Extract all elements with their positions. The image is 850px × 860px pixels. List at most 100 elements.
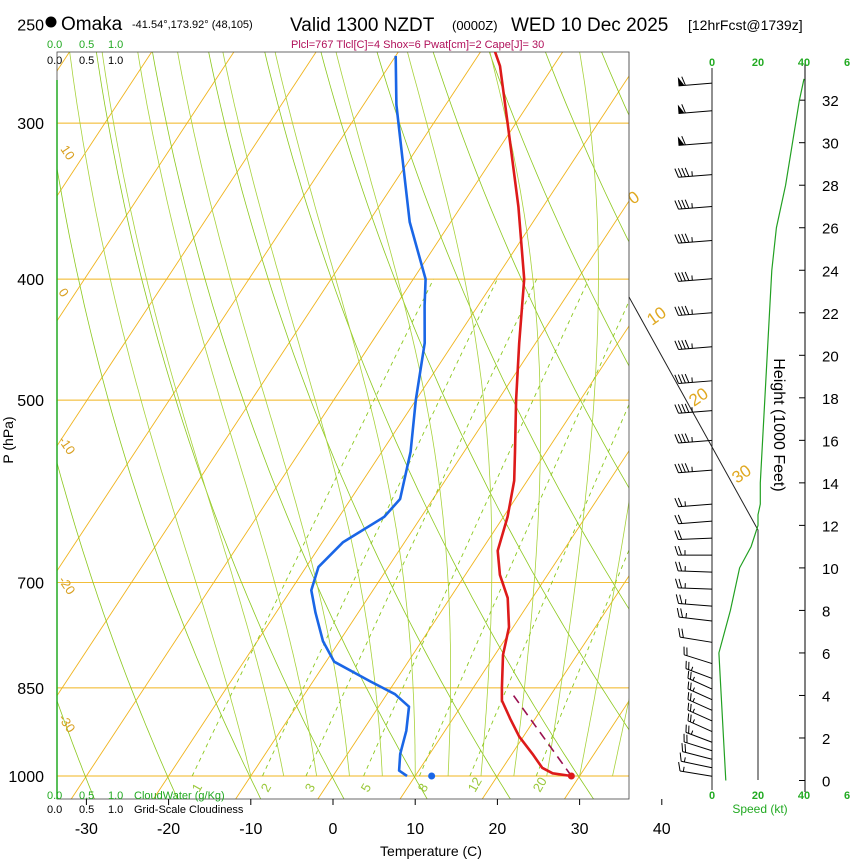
wind-barb-staff: [678, 174, 713, 178]
wind-barb-flag: [677, 272, 683, 282]
dry-adiabat-line: [320, 52, 629, 731]
wind-barb-flag: [675, 578, 679, 588]
wind-barb: [674, 233, 713, 244]
wind-barb-flag: [687, 702, 690, 711]
mixing-ratio-line: [191, 278, 434, 777]
wind-barb-staff: [678, 380, 713, 384]
wind-barb-flag: [681, 272, 686, 282]
mixing-ratio-label: 20: [530, 774, 550, 794]
wind-barb-staff: [687, 699, 713, 711]
station-coords: -41.54°,173.92° (48,105): [132, 19, 253, 31]
height-tick-label: 8: [822, 603, 830, 620]
wind-barb-flag: [681, 306, 686, 316]
wind-barb-half-flag: [692, 687, 695, 692]
wind-barb-flag: [681, 743, 684, 752]
moist-adiabat-line: [137, 52, 317, 777]
wind-barb-flag: [674, 340, 679, 350]
wind-barb: [674, 433, 713, 444]
wind-barb-flag: [684, 373, 690, 383]
wind-barb-flag: [678, 628, 681, 638]
moist-adiabat-line: [101, 52, 285, 777]
wind-barb-staff: [678, 205, 713, 210]
wind-barb-flag: [674, 530, 679, 540]
wind-barb-flag: [679, 594, 683, 604]
wind-barb: [679, 752, 713, 769]
wind-barb-flag: [674, 374, 679, 384]
wind-barb-flag: [676, 607, 680, 618]
wind-barb: [676, 607, 713, 622]
wind-barb-flag: [681, 135, 686, 146]
x-tick-label: 40: [653, 821, 671, 838]
isotherm-line: [235, 200, 629, 799]
wind-barb-flag: [674, 272, 679, 282]
height-tick-label: 4: [822, 688, 830, 705]
dry-adiabat-line: [376, 52, 629, 610]
wind-barb: [674, 497, 713, 508]
wind-barb-flag: [674, 306, 679, 316]
height-wind-panel: 0246810121416182022242628303200202040406…: [628, 52, 850, 802]
wind-barb-flag: [687, 713, 690, 721]
wind-barb-staff: [682, 751, 713, 760]
mixing-ratio-line: [262, 278, 498, 777]
cloud-tick-bottom: 0.5: [79, 804, 94, 816]
wind-barb-staff: [679, 770, 713, 777]
height-tick-label: 30: [822, 136, 839, 153]
wind-barb: [675, 594, 713, 607]
cloud-tick-green-top: 1.0: [108, 39, 123, 51]
cloud-tick-top: 1.0: [108, 55, 123, 67]
wind-barb-staff: [678, 346, 713, 350]
wind-barb-flag: [674, 168, 679, 178]
wind-barb-flag: [677, 497, 683, 507]
wind-barb-flag: [675, 594, 680, 604]
wind-barb-flag: [684, 167, 690, 177]
parcel-path-line: [511, 693, 573, 777]
isotherm-line: [317, 325, 629, 799]
moist-adiabat-line: [177, 52, 350, 777]
wind-barb-flag: [689, 703, 692, 712]
wind-barb-staff: [678, 603, 713, 607]
isotherm-line: [70, 52, 564, 799]
dry-adiabat-line: [264, 52, 595, 799]
wind-barb-flag: [681, 104, 686, 114]
wind-barb: [674, 339, 713, 350]
wind-barb-flag: [677, 200, 683, 210]
wind-barb: [678, 628, 713, 643]
cloud-tick-green-top: 0.5: [79, 39, 94, 51]
height-axis-title: Height (1000 Feet): [770, 358, 787, 491]
wind-barb-staff: [685, 668, 713, 679]
wind-barb-flag: [677, 433, 683, 443]
forecast-date: WED 10 Dec 2025: [511, 15, 668, 36]
dry-adiabat-line: [636, 2, 850, 802]
wind-barb-flag: [684, 305, 690, 315]
isotherm-line: [57, 52, 153, 197]
dry-adiabat-line: [57, 165, 262, 799]
wind-barb-staff: [678, 587, 713, 590]
wind-barb-flag: [674, 404, 679, 414]
dry-adiabat-line: [601, 52, 629, 117]
height-tick-label: 12: [822, 518, 839, 535]
wind-barb-flag: [684, 433, 690, 443]
x-tick-label: 30: [571, 821, 589, 838]
wind-barb-flag: [677, 374, 683, 384]
station-marker-icon: [45, 16, 57, 28]
wind-barb-staff: [683, 654, 713, 665]
wind-barb: [674, 463, 713, 474]
wind-barb: [678, 762, 713, 777]
wind-barb-flag: [681, 340, 686, 350]
mixing-ratio-label: 8: [415, 781, 432, 795]
speed-tick-top: 0: [709, 57, 715, 69]
x-tick-label: 0: [329, 821, 338, 838]
wind-barb: [677, 104, 713, 114]
moist-adiabat-line: [222, 52, 383, 777]
speed-tick-bottom: 6: [844, 790, 850, 802]
x-tick-label: -20: [157, 821, 180, 838]
wind-barb-flag: [684, 463, 690, 473]
wind-barb-staff: [678, 570, 713, 573]
wind-barb-staff: [678, 520, 713, 525]
wind-barb: [687, 670, 713, 690]
wind-barb: [685, 724, 713, 743]
wind-barb: [675, 561, 713, 573]
wind-barb-half-flag: [692, 708, 695, 713]
wind-barb: [687, 692, 713, 711]
wind-barb-staff: [678, 110, 713, 114]
